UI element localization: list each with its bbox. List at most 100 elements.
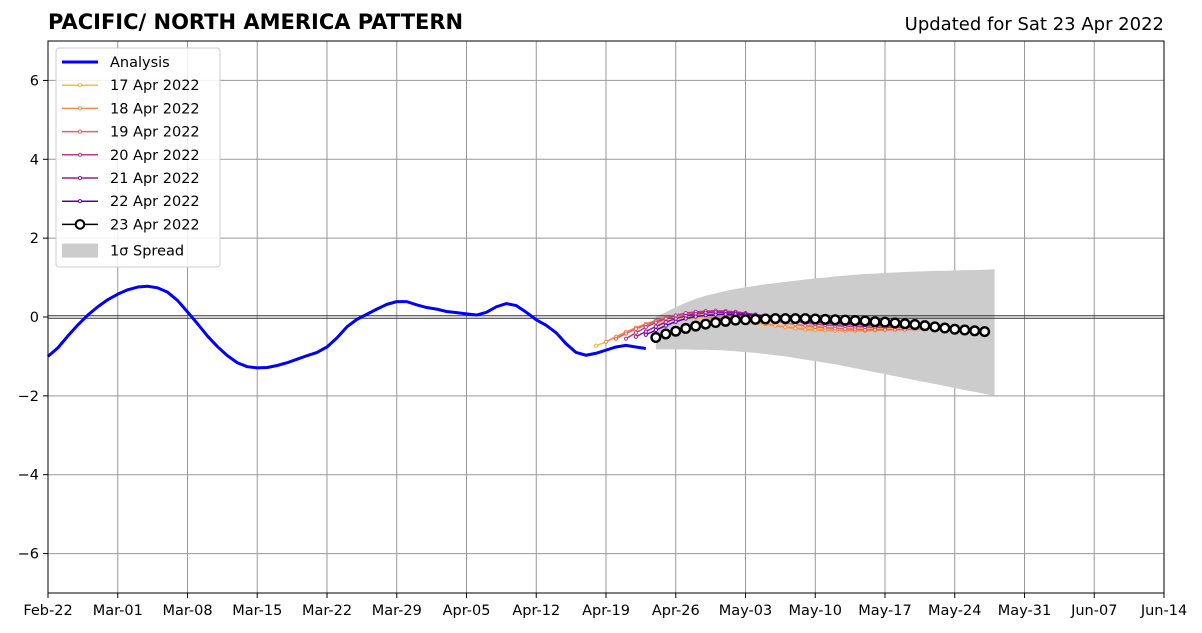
forecast-point [710,317,722,329]
x-tick-label: Feb-22 [23,603,72,619]
legend-swatch-marker [77,83,83,88]
forecast-point [783,325,788,330]
legend-swatch-spread [62,243,98,258]
forecast-point [929,321,941,333]
forecast-series-7 [650,313,991,344]
forecast-point [839,314,851,326]
legend-label-series: 17 Apr 2022 [110,78,200,94]
x-tick-label: May-17 [858,603,911,619]
forecast-point [799,313,811,325]
forecast-point [979,326,991,338]
forecast-point [663,323,668,328]
forecast-point [623,331,629,336]
x-tick-label: May-24 [928,603,981,619]
x-tick-label: Apr-26 [652,603,700,619]
forecast-point [690,320,702,332]
forecast-point [703,313,708,318]
x-tick-label: Apr-05 [443,603,491,619]
forecast-point [683,316,688,321]
forecast-point [819,313,831,325]
legend-swatch-marker [77,129,83,134]
x-axis: Feb-22 Mar-01 Mar-08 Mar-15 Mar-22 Mar-29 Apr-… [23,593,1187,619]
forecast-point [700,318,712,330]
forecast-point [773,323,778,328]
forecast-point [723,312,728,317]
x-tick-label: Mar-08 [162,603,212,619]
forecast-point [849,315,861,327]
legend-label-series: 18 Apr 2022 [110,101,200,117]
legend-swatch-marker [77,106,83,111]
spread-band [655,269,995,396]
forecast-point [879,316,891,328]
x-tick-label: May-10 [789,603,842,619]
forecast-point [693,314,698,319]
legend-label-series: 20 Apr 2022 [110,148,200,164]
forecast-point [959,324,971,336]
forecast-point [909,318,921,330]
forecast-point [720,315,732,327]
legend-label-spread: 1σ Spread [110,244,184,260]
forecast-point [730,314,742,326]
x-tick-label: Apr-12 [512,603,560,619]
forecast-point [643,325,648,330]
y-tick-label: 4 [30,152,39,168]
forecast-point [859,315,871,327]
forecast-point [829,314,841,326]
forecast-point [949,323,961,335]
x-tick-label: Apr-19 [582,603,630,619]
forecast-point [593,343,599,348]
forecast-point [660,328,672,340]
forecast-point [663,320,668,325]
analysis-line [47,284,647,370]
forecast-point [713,312,718,317]
x-tick-label: Mar-15 [232,603,282,619]
x-tick-label: May-31 [998,603,1051,619]
legend-label-series: 21 Apr 2022 [110,171,200,187]
spread-area [655,269,995,396]
zero-line [48,315,1164,319]
forecast-point [899,318,911,330]
forecast-point [603,339,609,344]
forecast-point [793,326,798,331]
forecast-point [673,319,678,324]
forecast-point [759,313,771,325]
legend-label-analysis: Analysis [110,55,170,71]
forecast-series [593,308,991,348]
y-tick-label: −4 [18,468,39,484]
forecast-point [803,327,808,332]
forecast-point [650,332,662,344]
x-tick-label: Mar-01 [93,603,143,619]
legend-swatch-marker [77,199,83,204]
chart-subtitle: Updated for Sat 23 Apr 2022 [905,14,1164,35]
forecast-point [869,316,881,328]
forecast-point [623,336,629,341]
chart-title: PACIFIC/ NORTH AMERICA PATTERN [48,10,463,34]
forecast-point [680,322,692,334]
x-tick-label: Mar-22 [302,603,352,619]
legend-box [55,47,221,268]
forecast-point [919,320,931,332]
y-tick-label: 0 [30,310,39,326]
forecast-point [663,316,668,321]
forecast-point [653,320,658,325]
legend-label-series: 19 Apr 2022 [110,125,200,141]
forecast-point [969,325,981,337]
forecast-point [740,314,752,326]
forecast-point [643,332,648,337]
legend-label-series: 23 Apr 2022 [110,217,200,233]
legend-swatch-marker [77,175,83,181]
forecast-point [789,313,801,325]
forecast-point [889,317,901,329]
x-tick-label: Jun-14 [1140,603,1187,619]
forecast-point [769,313,781,325]
forecast-point [633,326,638,331]
forecast-point [653,327,658,333]
y-tick-label: 6 [30,73,39,89]
x-tick-label: May-03 [719,603,772,619]
y-tick-label: −2 [18,389,39,405]
x-tick-label: Mar-29 [372,603,422,619]
analysis-series [47,284,647,370]
forecast-point [653,324,658,329]
forecast-point [633,334,638,339]
